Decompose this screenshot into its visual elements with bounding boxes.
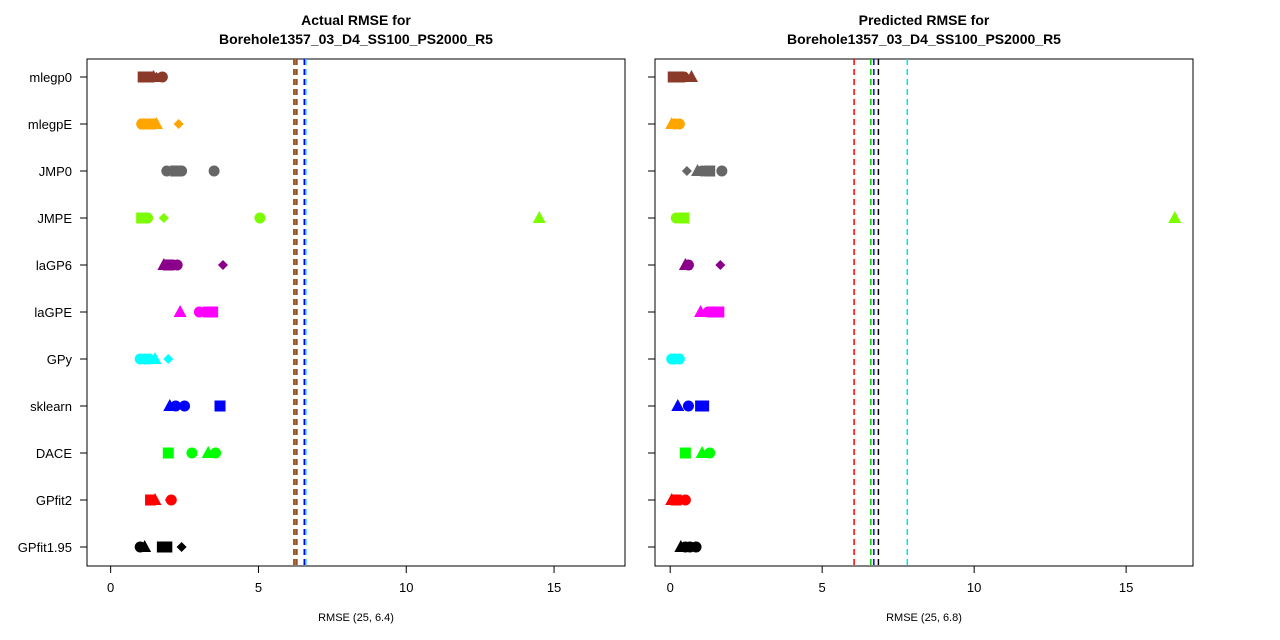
data-point-circle xyxy=(704,447,716,459)
data-point-triangle xyxy=(684,70,698,82)
data-point-triangle xyxy=(671,399,685,411)
data-point-triangle xyxy=(149,117,163,129)
x-tick-label: 0 xyxy=(667,580,674,595)
data-point-triangle xyxy=(148,493,162,505)
data-point-diamond xyxy=(173,119,184,129)
data-point-square xyxy=(136,212,148,224)
data-point-circle xyxy=(673,118,685,130)
data-point-square xyxy=(698,400,710,412)
data-point-circle xyxy=(165,494,177,506)
y-tick-label: mlegp0 xyxy=(29,70,72,85)
data-point-circle xyxy=(170,400,182,412)
chart-title-line-2: Borehole1357_03_D4_SS100_PS2000_R5 xyxy=(219,31,493,47)
data-point-square xyxy=(143,71,155,83)
data-point-circle xyxy=(679,494,691,506)
data-point-circle xyxy=(171,259,183,271)
x-tick-label: 15 xyxy=(547,580,561,595)
data-point-circle xyxy=(682,400,694,412)
data-point-circle xyxy=(179,400,191,412)
data-point-triangle xyxy=(532,211,546,223)
data-point-triangle xyxy=(148,352,162,364)
y-tick-label: JMP0 xyxy=(39,164,72,179)
data-point-square xyxy=(161,541,173,553)
x-tick-label: 10 xyxy=(967,580,981,595)
data-point-circle xyxy=(208,165,220,177)
x-axis: 0 5 10 15 xyxy=(667,566,1133,595)
data-point-circle xyxy=(156,71,168,83)
chart-predicted-rmse: Predicted RMSE for Borehole1357_03_D4_SS… xyxy=(648,12,1194,624)
y-tick-label: GPfit2 xyxy=(36,493,72,508)
x-tick-label: 10 xyxy=(399,580,413,595)
x-tick-label: 5 xyxy=(819,580,826,595)
data-point-circle xyxy=(690,541,702,553)
y-tick-label: sklearn xyxy=(30,399,72,414)
x-axis: 0 5 10 15 xyxy=(107,566,561,595)
data-points xyxy=(665,70,1182,553)
data-point-diamond xyxy=(217,260,228,270)
data-point-circle xyxy=(161,165,173,177)
data-point-circle xyxy=(682,259,694,271)
data-point-square xyxy=(145,118,157,130)
data-point-circle xyxy=(186,447,198,459)
y-tick-label: laGPE xyxy=(34,305,72,320)
reference-lines xyxy=(293,59,307,566)
chart-actual-rmse: Actual RMSE for Borehole1357_03_D4_SS100… xyxy=(18,12,626,624)
data-point-circle xyxy=(210,447,222,459)
y-tick-label: GPfit1.95 xyxy=(18,540,72,555)
y-tick-label: laGP6 xyxy=(36,258,72,273)
data-point-square xyxy=(704,165,716,177)
chart-title-line-1: Predicted RMSE for xyxy=(859,12,990,28)
data-points xyxy=(134,70,546,553)
chart-title-line-2: Borehole1357_03_D4_SS100_PS2000_R5 xyxy=(787,31,1061,47)
data-point-square xyxy=(679,447,691,459)
y-tick-label: JMPE xyxy=(37,211,72,226)
x-tick-label: 15 xyxy=(1119,580,1133,595)
data-point-triangle xyxy=(173,305,187,317)
data-point-square xyxy=(162,447,174,459)
data-point-square xyxy=(214,400,226,412)
y-axis: mlegp0 mlegpE JMP0 JMPE laGP6 laGPE GPy sklearn… xyxy=(18,70,87,555)
reference-lines xyxy=(853,59,909,566)
data-point-circle xyxy=(254,212,266,224)
data-point-square xyxy=(678,212,690,224)
y-tick-label: GPy xyxy=(47,352,73,367)
data-point-square xyxy=(672,71,684,83)
x-axis-label: RMSE (25, 6.8) xyxy=(886,612,962,624)
data-point-diamond xyxy=(163,354,174,364)
chart-title-line-1: Actual RMSE for xyxy=(301,12,411,28)
data-point-diamond xyxy=(681,166,692,176)
data-point-circle xyxy=(716,165,728,177)
data-point-circle xyxy=(193,306,205,318)
data-point-circle xyxy=(176,165,188,177)
y-tick-label: DACE xyxy=(36,446,72,461)
data-point-square xyxy=(207,306,219,318)
data-point-diamond xyxy=(176,542,187,552)
data-point-square xyxy=(670,494,682,506)
data-point-triangle xyxy=(1168,211,1182,223)
data-point-triangle xyxy=(138,540,152,552)
y-axis xyxy=(648,76,655,548)
data-point-square xyxy=(145,494,157,506)
data-point-diamond xyxy=(158,213,169,223)
y-tick-label: mlegpE xyxy=(28,117,72,132)
x-axis-label: RMSE (25, 6.4) xyxy=(318,612,394,624)
x-tick-label: 0 xyxy=(107,580,114,595)
data-point-diamond xyxy=(715,260,726,270)
x-tick-label: 5 xyxy=(255,580,262,595)
data-point-circle xyxy=(142,212,154,224)
data-point-square xyxy=(713,306,725,318)
data-point-circle xyxy=(673,353,685,365)
data-point-square xyxy=(137,71,149,83)
